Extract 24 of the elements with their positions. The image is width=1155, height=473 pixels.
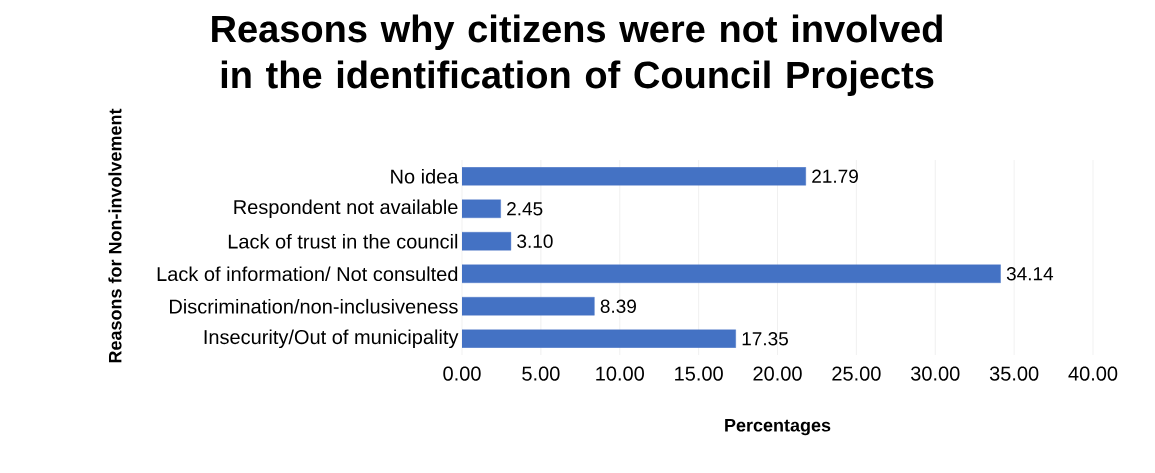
y-axis-title: Reasons for Non-involvement: [108, 108, 122, 363]
y-tick-label: Lack of information/ Not consulted: [157, 266, 458, 282]
x-tick-label: 35.00: [989, 366, 1039, 381]
x-tick-label: 20.00: [753, 366, 802, 381]
x-tick-label: 5.00: [522, 366, 560, 381]
x-axis-title: Percentages: [725, 419, 831, 436]
y-tick-label: Discrimination/non-inclusiveness: [170, 298, 458, 314]
x-tick-label: 15.00: [675, 366, 723, 381]
data-label: 2.45: [507, 202, 543, 216]
x-tick-label: 0.00: [443, 366, 481, 381]
x-tick-label: 30.00: [910, 366, 960, 381]
x-tick-label: 10.00: [596, 366, 644, 381]
y-tick-label: Insecurity/Out of municipality: [204, 329, 459, 349]
y-tick-label: No idea: [391, 168, 459, 184]
data-label: 17.35: [742, 332, 788, 346]
y-tick-label: Lack of trust in the council: [228, 233, 458, 249]
data-label: 8.39: [600, 299, 636, 313]
data-label: 34.14: [1006, 267, 1054, 281]
data-label: 21.79: [812, 169, 858, 183]
y-tick-label: Respondent not available: [234, 199, 458, 219]
x-tick-label: 25.00: [832, 366, 881, 381]
chart-title: Reasons why citizens were not involved in the identification of Council Projects: [212, 14, 942, 96]
data-label: 3.10: [517, 234, 553, 248]
x-tick-label: 40.00: [1068, 366, 1118, 381]
